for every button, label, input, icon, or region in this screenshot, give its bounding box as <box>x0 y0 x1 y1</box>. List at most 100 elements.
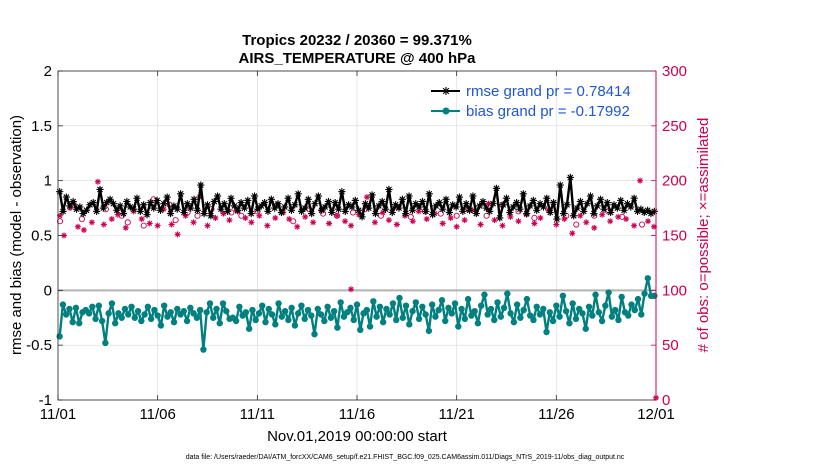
rmse-point <box>234 206 242 214</box>
rmse-point-core <box>541 205 546 209</box>
bias-point <box>553 302 560 309</box>
bias-point <box>592 291 599 298</box>
rmse-point-core <box>67 204 72 208</box>
rmse-point <box>173 205 181 213</box>
series-lines <box>56 173 658 353</box>
bias-point <box>304 306 312 314</box>
bias-point <box>180 307 188 315</box>
rmse-point-core <box>407 194 411 198</box>
rmse-point <box>499 201 507 209</box>
obs-assimilated-marker <box>499 222 506 229</box>
bias-point <box>481 291 488 298</box>
rmse-point <box>321 203 329 211</box>
bias-point <box>138 317 145 325</box>
rmse-point <box>630 194 638 202</box>
rmse-point-core <box>548 210 552 215</box>
obs-assimilated-marker <box>138 216 145 223</box>
obs-assimilated-marker <box>190 219 197 226</box>
rmse-point-core <box>491 201 495 206</box>
rmse-point-core <box>249 211 253 216</box>
rmse-point-core <box>293 202 297 207</box>
bias-point <box>213 305 220 313</box>
bias-point <box>321 317 328 325</box>
left-tick-label: 0 <box>44 282 52 299</box>
rmse-point <box>99 204 107 212</box>
rmse-point <box>82 206 91 214</box>
rmse-point <box>301 204 309 212</box>
obs-assimilated-marker <box>56 212 63 219</box>
rmse-point-core <box>629 205 633 209</box>
obs-assimilated-marker <box>409 218 416 225</box>
rmse-point-core <box>588 194 593 198</box>
rmse-point-core <box>343 209 348 214</box>
rmse-point-core <box>508 210 512 215</box>
rmse-point-core <box>464 201 468 206</box>
bias-point <box>291 322 299 329</box>
rmse-point <box>314 192 322 200</box>
rmse-point <box>136 207 144 215</box>
rmse-point-core <box>336 207 341 211</box>
bias-point <box>628 301 635 308</box>
bias-point <box>412 299 420 306</box>
bias-point <box>582 325 589 332</box>
rmse-point <box>415 203 423 211</box>
obs-assimilated-marker <box>447 214 454 221</box>
rmse-point <box>496 214 504 222</box>
bias-point <box>530 316 537 324</box>
obs-assimilated-marker <box>88 219 95 226</box>
bias-point <box>337 299 344 306</box>
rmse-point-core <box>269 197 274 202</box>
rmse-point-core <box>608 210 613 215</box>
rmse-point-core <box>252 194 257 198</box>
rmse-point <box>489 200 497 208</box>
rmse-point-core <box>373 211 378 216</box>
obs-assimilated-marker <box>415 208 422 215</box>
rmse-point-core <box>279 210 284 215</box>
rmse-point-core <box>511 205 516 209</box>
bias-point <box>602 302 609 309</box>
rmse-point <box>479 197 487 206</box>
bias-point <box>484 311 491 318</box>
rmse-point <box>455 193 464 201</box>
rmse-point <box>308 209 316 218</box>
rmse-point <box>462 200 470 208</box>
rmse-point-core <box>101 206 106 210</box>
obs-assimilated-marker <box>623 216 630 223</box>
rmse-point <box>583 200 591 208</box>
bias-point <box>144 303 152 310</box>
rmse-point <box>150 204 158 212</box>
obs-possible-marker <box>140 222 147 229</box>
obs-assimilated-marker <box>591 224 598 231</box>
bias-point <box>598 317 606 325</box>
rmse-point-core <box>534 208 539 213</box>
rmse-point-core <box>333 200 337 205</box>
rmse-point-core <box>400 197 405 202</box>
bias-point <box>85 310 93 317</box>
bias-point <box>363 306 371 314</box>
bias-point <box>249 306 256 314</box>
rmse-point <box>546 208 554 217</box>
bias-point <box>281 307 289 315</box>
rmse-point-core <box>585 201 589 206</box>
rmse-point-core <box>239 200 243 205</box>
bias-point <box>576 305 583 313</box>
rmse-point-core <box>61 209 65 214</box>
x-axis-label: Nov.01,2019 00:00:00 start <box>267 428 448 445</box>
rmse-point <box>442 195 450 203</box>
rmse-point-core <box>192 197 196 202</box>
bias-point <box>236 303 243 310</box>
bias-point <box>255 310 263 317</box>
rmse-point-core <box>632 196 636 201</box>
rmse-point <box>76 203 84 211</box>
rmse-point-core <box>390 210 395 215</box>
rmse-point-core <box>366 206 371 210</box>
rmse-point-core <box>565 202 569 207</box>
rmse-point-core <box>235 208 240 213</box>
rmse-point-core <box>91 200 96 205</box>
obs-assimilated-marker <box>583 219 590 226</box>
obs-assimilated-marker <box>393 221 400 228</box>
rmse-point <box>331 199 339 207</box>
rmse-point <box>240 204 249 212</box>
rmse-point-core <box>131 207 136 211</box>
